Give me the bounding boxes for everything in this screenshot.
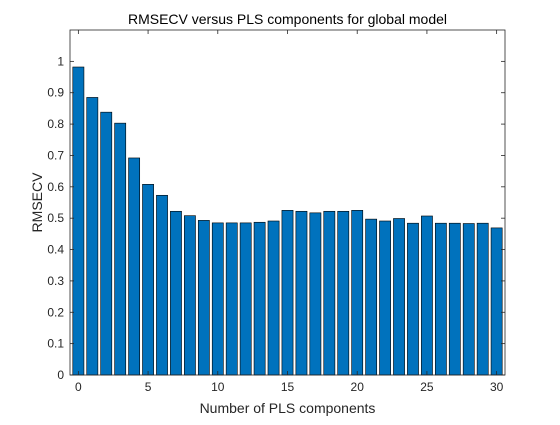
y-tick-label: 0.6: [47, 180, 64, 194]
bar: [379, 220, 391, 376]
bar: [267, 220, 280, 376]
bar: [393, 218, 405, 376]
bar: [170, 210, 182, 376]
bar: [100, 111, 113, 376]
axes-box: [69, 29, 506, 376]
bar: [407, 222, 419, 376]
y-tick-label: 0.2: [47, 305, 64, 319]
bar: [156, 194, 168, 376]
y-tick-label: 0: [57, 368, 64, 382]
y-tick-label: 0.8: [47, 117, 64, 131]
bar: [365, 218, 378, 376]
y-tick-label: 0.1: [47, 337, 64, 351]
y-tick-label: 1: [57, 54, 64, 68]
bar: [253, 221, 266, 376]
bar: [184, 215, 196, 376]
bar: [434, 222, 447, 376]
x-tick-label: 0: [75, 380, 82, 394]
bar: [128, 157, 141, 376]
x-tick-label: 20: [351, 380, 365, 394]
tick-labels-group: 0 5 10 15 20 25 30 0 0.1 0.2 0.3 0.4 0.5 0.6 0.7 0.8 0.9…: [47, 54, 503, 394]
x-tick-label: 5: [145, 380, 152, 394]
bar: [337, 210, 350, 376]
bar: [490, 227, 503, 376]
bar: [72, 66, 85, 376]
x-tick-label: 15: [281, 380, 295, 394]
bar: [86, 97, 99, 376]
bar: [323, 210, 336, 376]
bar: [114, 122, 127, 376]
ticks-group: [70, 30, 505, 376]
bar: [351, 210, 364, 376]
bar: [462, 223, 475, 376]
y-tick-label: 0.3: [47, 274, 64, 288]
x-tick-label: 30: [490, 380, 504, 394]
x-tick-label: 10: [211, 380, 225, 394]
chart-title: RMSECV versus PLS components for global …: [128, 11, 447, 27]
y-axis-label: RMSECV: [29, 172, 45, 233]
bar: [421, 215, 433, 376]
y-tick-label: 0.5: [47, 211, 64, 225]
bars-group: [72, 66, 503, 376]
bar: [309, 212, 322, 376]
bar: [476, 222, 489, 376]
bar: [239, 222, 252, 376]
x-tick-label: 25: [420, 380, 434, 394]
y-tick-label: 0.9: [47, 86, 64, 100]
bar: [448, 222, 461, 376]
bar: [295, 210, 308, 376]
x-axis-label: Number of PLS components: [200, 400, 376, 416]
bar: [197, 220, 210, 376]
bar: [142, 184, 154, 376]
y-tick-label: 0.4: [47, 243, 64, 257]
y-tick-label: 0.7: [47, 148, 64, 162]
bar: [281, 210, 294, 376]
bar: [211, 222, 224, 376]
bar: [225, 222, 238, 376]
